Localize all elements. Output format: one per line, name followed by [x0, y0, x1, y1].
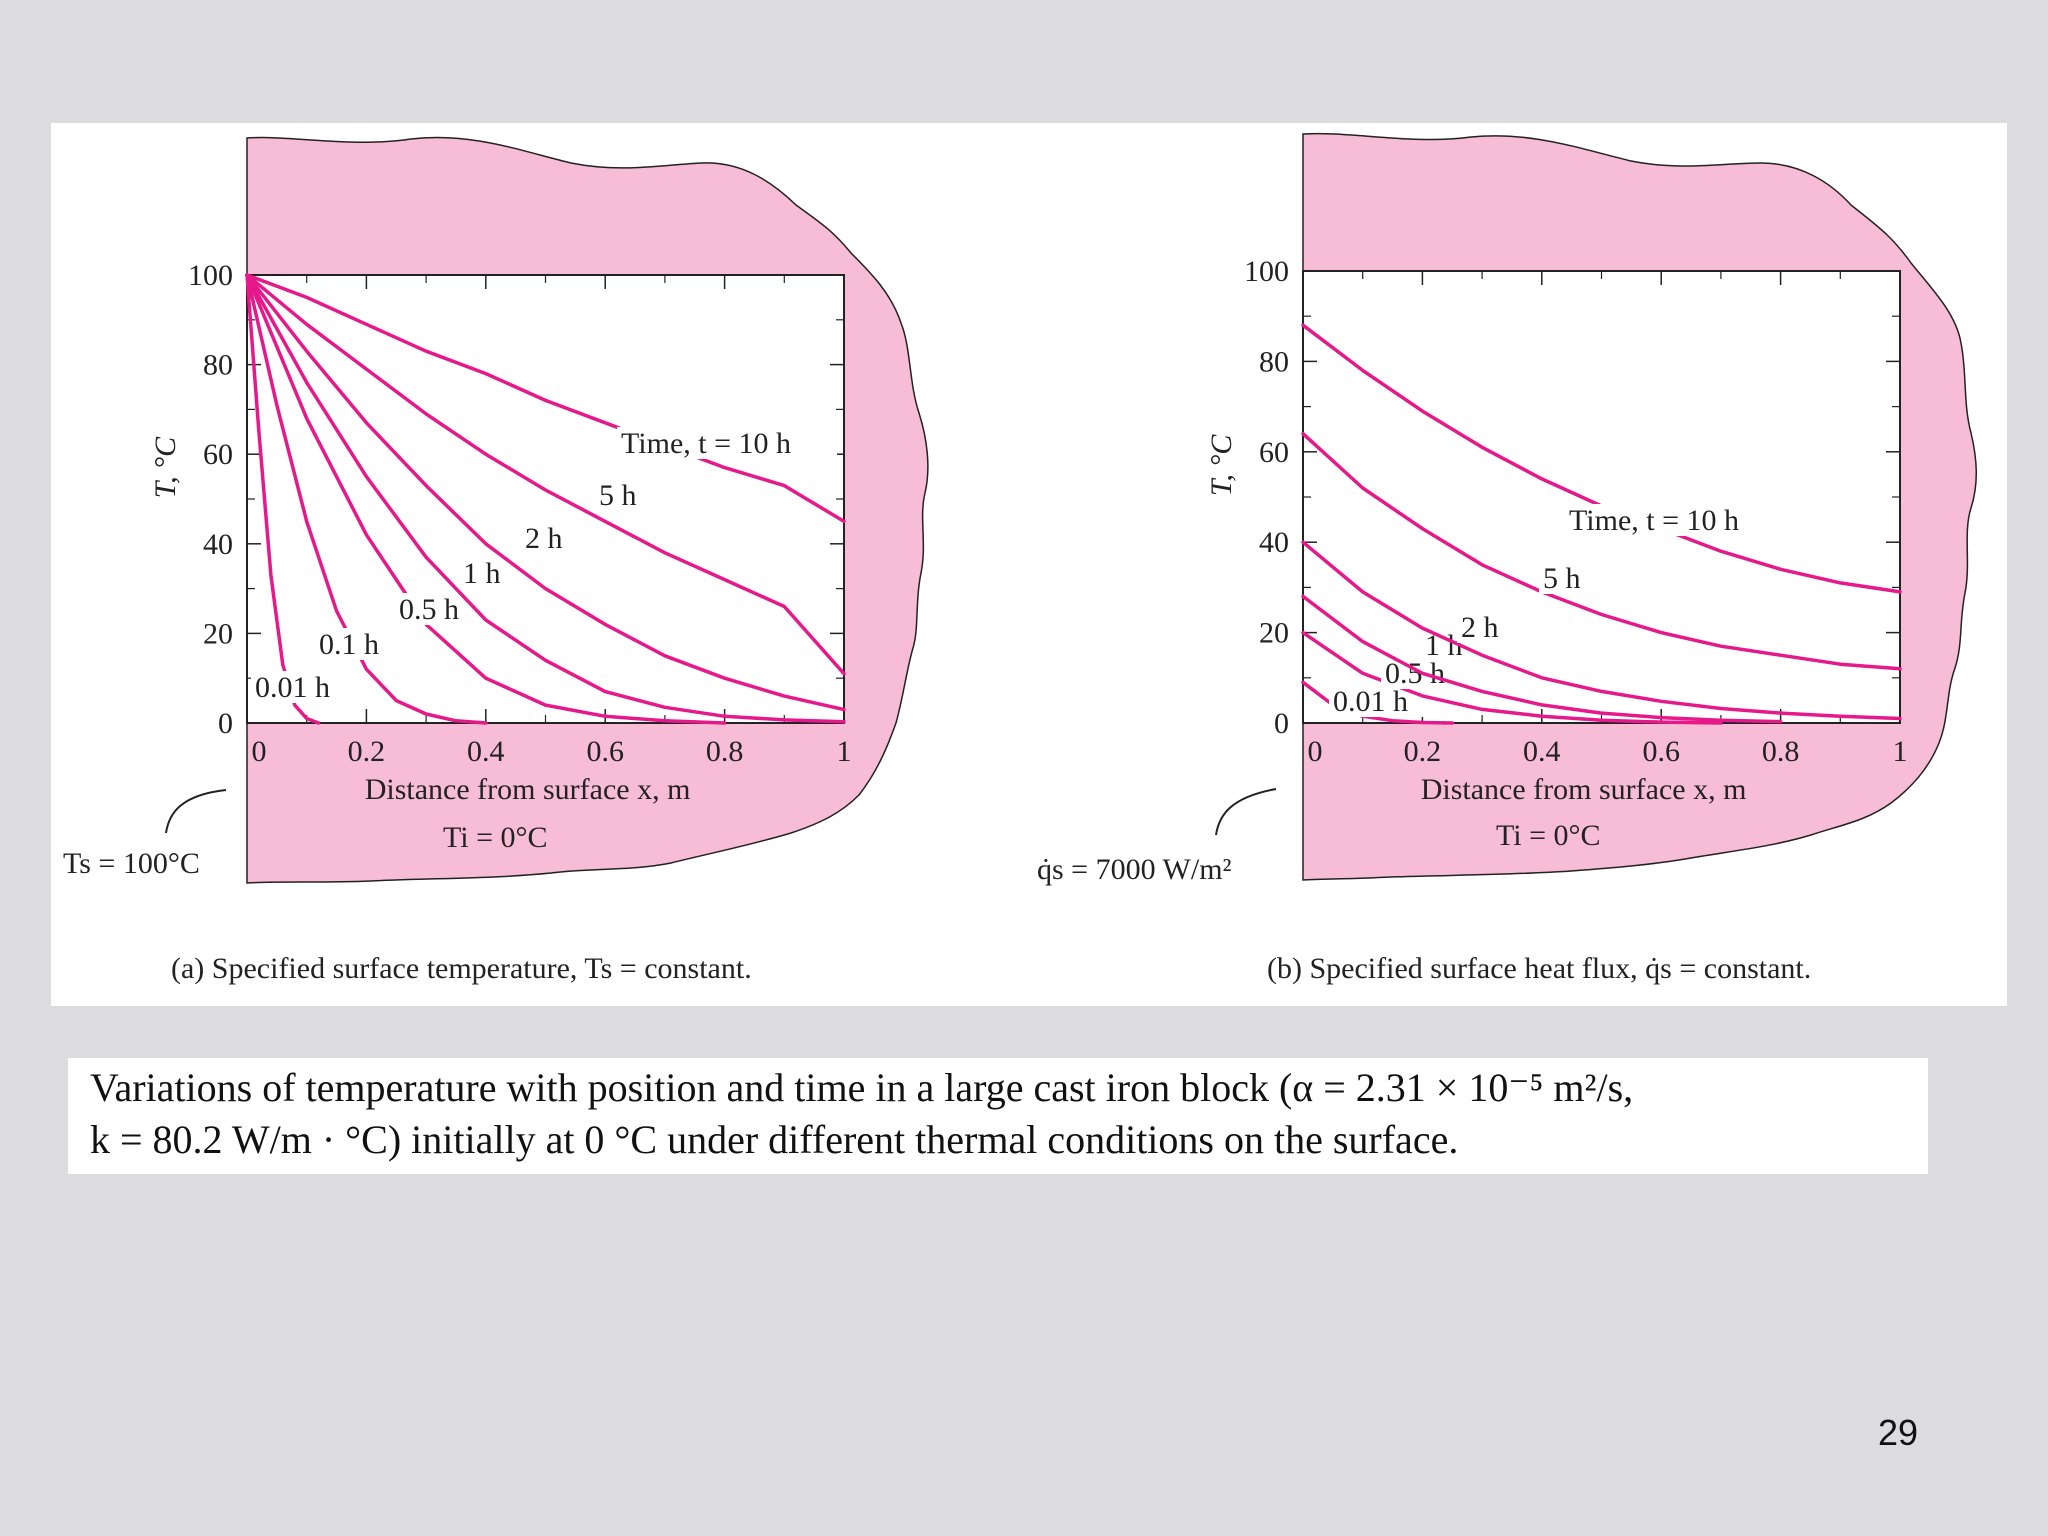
curve-b-1h — [1301, 594, 1783, 724]
y-tick-label-a: 40 — [203, 528, 233, 561]
curve-label-a: 1 h — [463, 557, 501, 590]
condition-arrow-b — [1215, 788, 1277, 836]
figure-panel: 0 0.2 0.4 0.6 0.8 1 0 20 40 60 80 100 Distance from … — [51, 123, 2007, 1006]
curve-b-0-01h — [1301, 680, 1455, 725]
panel-caption-a: (a) Specified surface temperature, Ts = … — [171, 952, 752, 985]
x-tick-label-a: 0 — [252, 735, 267, 768]
curve-label-a: 2 h — [525, 522, 563, 555]
x-tick-label-a: 0.8 — [706, 735, 744, 768]
y-tick-label-a: 0 — [218, 707, 233, 740]
condition-arrow-a — [165, 789, 227, 834]
x-tick-label-a: 1 — [837, 735, 852, 768]
caption-line-2: k = 80.2 W/m · °C) initially at 0 °C und… — [90, 1117, 1459, 1162]
curve-label-bg-b — [1539, 562, 1594, 594]
y-tick-label-b: 60 — [1259, 436, 1289, 469]
figure-caption-box: Variations of temperature with position … — [68, 1058, 1928, 1174]
panel-caption-b: (b) Specified surface heat flux, q̇s = c… — [1267, 952, 1811, 985]
curve-a-0-5h — [245, 273, 727, 725]
curve-label-bg-b — [1565, 504, 1785, 536]
curve-label-bg-b — [1457, 611, 1512, 643]
y-axis-label-a: T, °C — [149, 436, 182, 498]
curve-label-b: 2 h — [1461, 611, 1499, 644]
x-tick-label-a: 0.6 — [586, 735, 624, 768]
curve-label-bg-a — [459, 557, 514, 589]
x-tick-label-a: 0.4 — [467, 735, 505, 768]
surface-condition-label-a: Ts = 100°C — [63, 847, 200, 880]
x-tick-label-b: 1 — [1893, 735, 1908, 768]
x-tick-label-b: 0.8 — [1762, 735, 1800, 768]
y-tick-label-b: 100 — [1244, 255, 1289, 288]
curve-label-b: 0.01 h — [1333, 685, 1408, 718]
curve-label-a: 0.5 h — [399, 593, 459, 626]
y-tick-label-b: 20 — [1259, 617, 1289, 650]
curve-label-b: Time, t = 10 h — [1569, 504, 1739, 537]
curve-label-a: 0.01 h — [255, 671, 330, 704]
initial-temperature-label-a: Ti = 0°C — [443, 821, 548, 854]
curve-label-bg-a — [521, 522, 576, 554]
x-tick-label-b: 0.6 — [1642, 735, 1680, 768]
curve-label-b: 0.5 h — [1385, 657, 1445, 690]
x-axis-label-a: Distance from surface x, m — [365, 773, 691, 806]
curve-b-0-5h — [1301, 630, 1723, 725]
curve-b-2h — [1301, 540, 1902, 721]
curve-label-bg-a — [315, 628, 400, 660]
curve-b-5h — [1301, 431, 1902, 671]
x-tick-label-b: 0.2 — [1404, 735, 1442, 768]
curve-a-5h — [245, 273, 846, 676]
surface-condition-label-b: q̇s = 7000 W/m² — [1037, 853, 1232, 886]
y-tick-label-a: 20 — [203, 617, 233, 650]
curve-a-2h — [245, 273, 846, 712]
initial-temperature-label-b: Ti = 0°C — [1496, 819, 1601, 852]
x-tick-label-b: 0.4 — [1523, 735, 1561, 768]
curve-a-Timet10h — [245, 273, 846, 524]
x-tick-label-a: 0.2 — [348, 735, 386, 768]
y-axis-label-b: T, °C — [1205, 434, 1238, 496]
y-tick-label-b: 0 — [1274, 707, 1289, 740]
curve-label-a: 5 h — [599, 479, 637, 512]
y-tick-label-b: 40 — [1259, 526, 1289, 559]
x-tick-label-b: 0 — [1308, 735, 1323, 768]
x-axis-label-b: Distance from surface x, m — [1421, 773, 1747, 806]
curve-label-bg-a — [595, 479, 650, 511]
curve-label-b: 1 h — [1425, 629, 1463, 662]
curve-label-b: 5 h — [1543, 562, 1581, 595]
caption-line-1: Variations of temperature with position … — [90, 1065, 1634, 1110]
y-tick-label-a: 100 — [188, 259, 233, 292]
curve-label-bg-a — [251, 671, 351, 703]
curve-label-a: Time, t = 10 h — [621, 427, 791, 460]
curve-label-a: 0.1 h — [319, 628, 379, 661]
curve-label-bg-a — [617, 427, 837, 459]
curve-a-0-1h — [245, 273, 488, 725]
curve-a-1h — [245, 273, 846, 724]
plot-area-b — [1302, 270, 1901, 724]
y-tick-label-a: 60 — [203, 438, 233, 471]
page-number: 29 — [1878, 1412, 1919, 1453]
y-tick-label-b: 80 — [1259, 345, 1289, 378]
y-tick-label-a: 80 — [203, 349, 233, 382]
curve-a-0-01h — [245, 273, 321, 725]
